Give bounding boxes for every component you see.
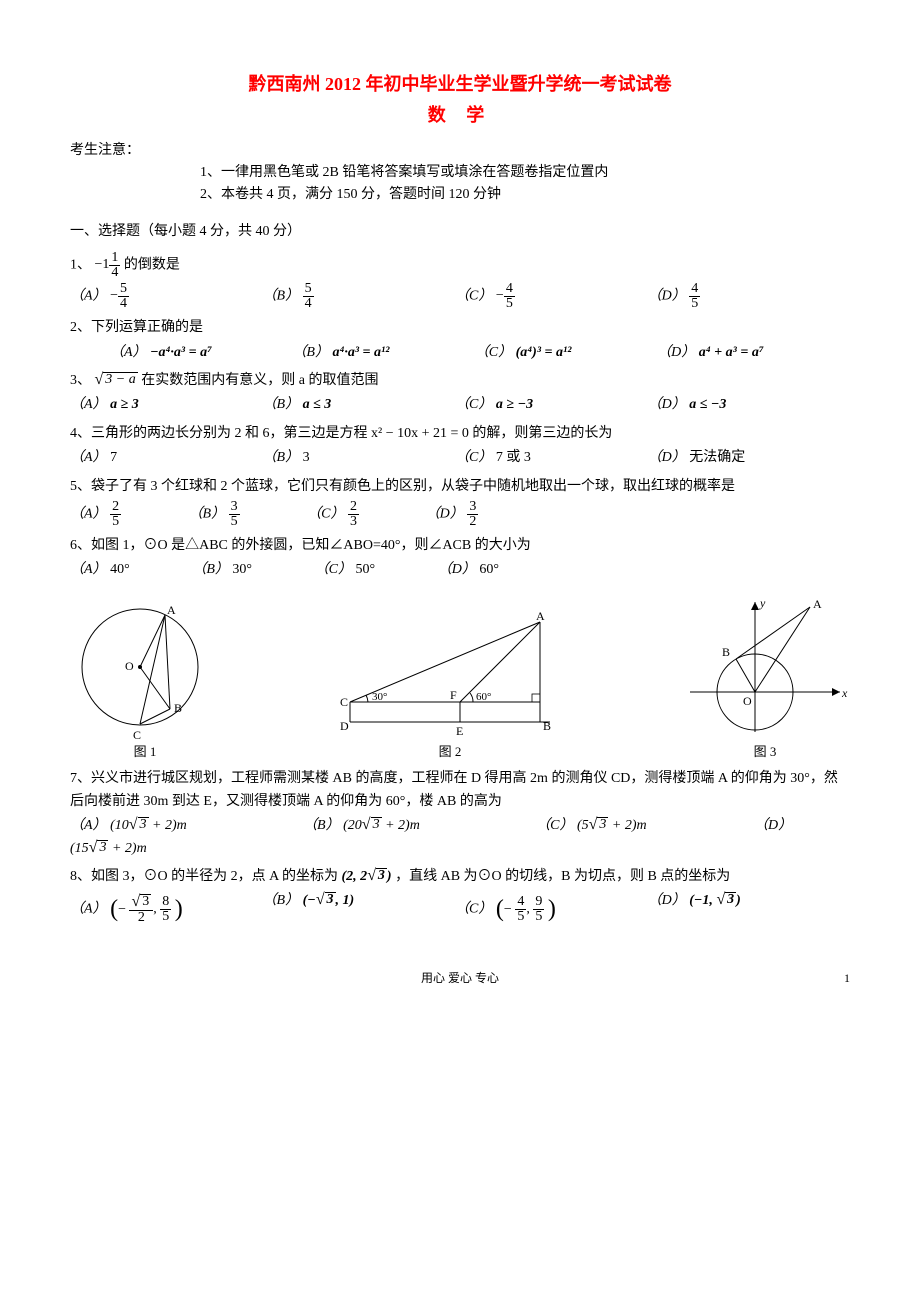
notice-2: 2、本卷共 4 页，满分 150 分，答题时间 120 分钟 [200, 184, 850, 206]
svg-text:x: x [841, 686, 848, 700]
q1-options: （A） −54 （B） 54 （C） −45 （D） 45 [70, 282, 850, 311]
q5-options: （A） 25 （B） 35 （C） 23 （D） 32 [70, 500, 558, 529]
svg-text:B: B [722, 645, 730, 659]
q1-neg: −1 [95, 254, 110, 276]
svg-text:E: E [456, 724, 463, 738]
svg-text:A: A [536, 609, 545, 623]
svg-text:C: C [340, 695, 348, 709]
svg-text:D: D [340, 719, 349, 733]
page-footer: 用心 爱心 专心 1 [70, 969, 850, 988]
question-4: 4、三角形的两边长分别为 2 和 6，第三边是方程 x² − 10x + 21 … [70, 423, 850, 445]
svg-text:B: B [174, 701, 182, 715]
svg-text:O: O [743, 694, 752, 708]
svg-text:O: O [125, 659, 134, 673]
notice-label: 考生注意： [70, 140, 850, 162]
figures-row: O A B C 图 1 30° 60° A C [70, 592, 850, 763]
svg-text:F: F [450, 688, 457, 702]
page-number: 1 [844, 969, 850, 988]
q6-options: （A） 40° （B） 30° （C） 50° （D） 60° [70, 559, 519, 581]
q7-options: （A） (10√3 + 2)m （B） (20√3 + 2)m （C） (5√3… [70, 815, 850, 860]
q8-options: （A） (− √32, 85 ) （B） (−√3, 1) （C） (− 45,… [70, 890, 850, 928]
q4-options: （A） 7 （B） 3 （C） 7 或 3 （D） 无法确定 [70, 447, 850, 469]
figure-1: O A B C 图 1 [70, 592, 220, 763]
fig2-angle-60: 60° [476, 691, 491, 703]
svg-text:C: C [133, 728, 141, 742]
fig2-angle-30: 30° [372, 691, 387, 703]
exam-subtitle: 数 学 [70, 101, 850, 130]
notice-1: 1、一律用黑色笔或 2B 铅笔将答案填写或填涂在答题卷指定位置内 [200, 162, 850, 184]
q1-suffix: 的倒数是 [124, 257, 180, 272]
section-header-1: 一、选择题（每小题 4 分，共 40 分） [70, 221, 850, 243]
svg-text:A: A [167, 603, 176, 617]
figure-3: O x y A B 图 3 [680, 592, 850, 763]
q1-prefix: 1、 [70, 257, 91, 272]
question-5: 5、袋子了有 3 个红球和 2 个蓝球，它们只有颜色上的区别，从袋子中随机地取出… [70, 476, 850, 498]
q1-mixed-fraction: 1 4 [109, 251, 120, 280]
svg-text:A: A [813, 597, 822, 611]
question-3: 3、 √3 − a 在实数范围内有意义，则 a 的取值范围 [70, 370, 850, 392]
question-6: 6、如图 1，⊙O 是△ABC 的外接圆，已知∠ABO=40°，则∠ACB 的大… [70, 535, 850, 557]
exam-title: 黔西南州 2012 年初中毕业生学业暨升学统一考试试卷 [70, 70, 850, 99]
svg-text:y: y [759, 596, 766, 610]
figure-2: 30° 60° A C D F E B 图 2 [330, 602, 570, 763]
question-8: 8、如图 3，⊙O 的半径为 2，点 A 的坐标为 (2, 2√3) ，直线 A… [70, 866, 850, 888]
q3-options: （A） a ≥ 3 （B） a ≤ 3 （C） a ≥ −3 （D） a ≤ −… [70, 394, 850, 416]
q2-options: （A） −a⁴·a³ = a⁷ （B） a⁴·a³ = a¹² （C） (a⁴)… [110, 342, 850, 364]
svg-text:B: B [543, 719, 551, 733]
question-7: 7、兴义市进行城区规划，工程师需测某楼 AB 的高度，工程师在 D 得用高 2m… [70, 768, 850, 813]
question-2: 2、下列运算正确的是 [70, 317, 850, 339]
question-1: 1、 −1 1 4 的倒数是 [70, 251, 850, 280]
